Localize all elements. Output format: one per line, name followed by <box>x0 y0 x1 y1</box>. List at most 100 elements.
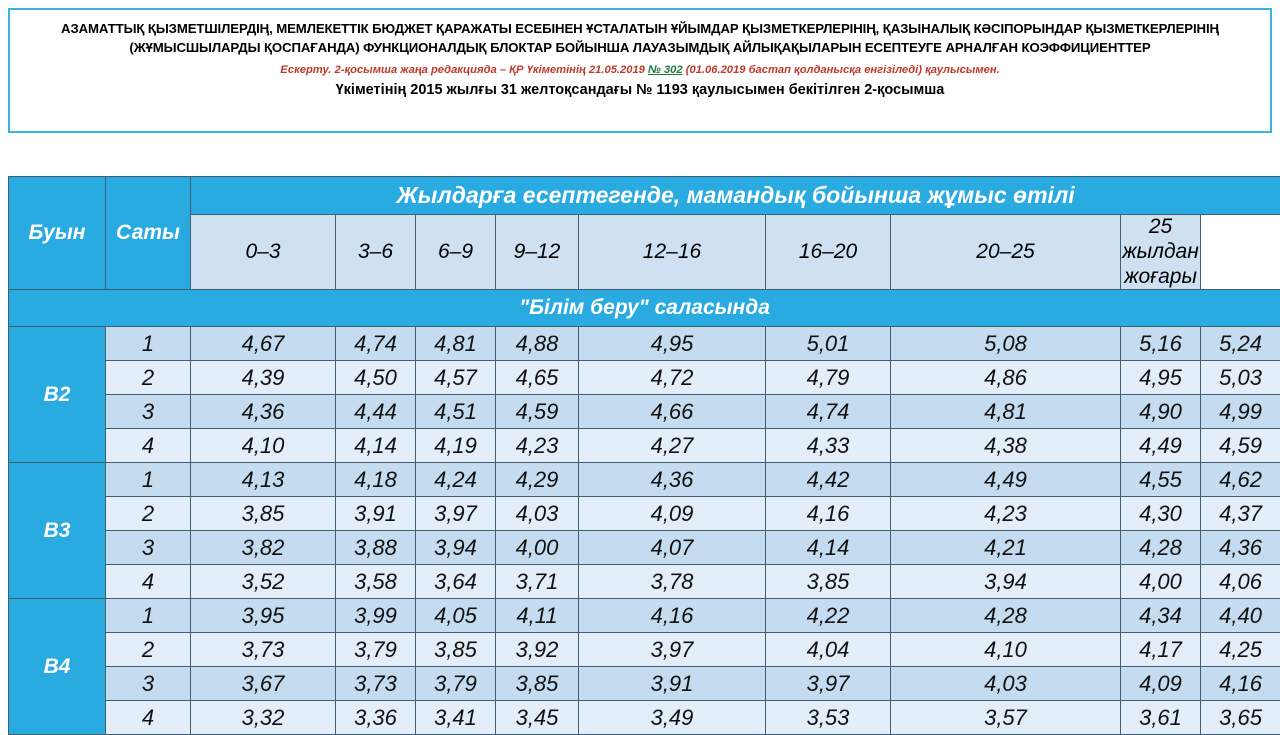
coefficient-cell: 3,64 <box>416 565 496 599</box>
coefficient-cell: 3,41 <box>416 701 496 735</box>
coefficient-cell: 4,27 <box>579 429 766 463</box>
column-header-experience-span: Жылдарға есептегенде, мамандық бойынша ж… <box>191 177 1280 215</box>
coefficient-cell: 3,71 <box>496 565 579 599</box>
table-head: Буын Саты Жылдарға есептегенде, мамандық… <box>9 177 1280 327</box>
coefficient-cell: 4,17 <box>1121 633 1201 667</box>
coefficient-cell: 3,61 <box>1121 701 1201 735</box>
coefficient-cell: 4,10 <box>191 429 336 463</box>
coefficient-cell: 4,79 <box>766 361 891 395</box>
table-row: 44,104,144,194,234,274,334,384,494,594,6… <box>9 429 1280 463</box>
coefficient-cell: 3,97 <box>416 497 496 531</box>
amendment-decree-link[interactable]: № 302 <box>648 64 683 76</box>
coefficient-cell: 3,73 <box>191 633 336 667</box>
coefficient-cell: 3,97 <box>579 633 766 667</box>
coefficient-cell: 5,16 <box>1121 327 1201 361</box>
coefficient-cell: 4,51 <box>416 395 496 429</box>
column-header-range-3: 6–9 <box>416 215 496 290</box>
coefficient-cell: 3,79 <box>416 667 496 701</box>
coefficient-cell: 4,03 <box>496 497 579 531</box>
coefficient-cell: 4,28 <box>891 599 1121 633</box>
coefficient-cell: 3,85 <box>766 565 891 599</box>
coefficient-cell: 4,19 <box>416 429 496 463</box>
coefficient-cell: 4,62 <box>1201 463 1280 497</box>
coefficient-cell: 3,49 <box>579 701 766 735</box>
table-row: 34,364,444,514,594,664,744,814,904,995,0… <box>9 395 1280 429</box>
table-row: 24,394,504,574,654,724,794,864,955,035,1… <box>9 361 1280 395</box>
coefficient-cell: 4,81 <box>891 395 1121 429</box>
step-number: 2 <box>106 497 191 531</box>
table-row: 33,823,883,944,004,074,144,214,284,364,4… <box>9 531 1280 565</box>
coefficient-cell: 4,05 <box>416 599 496 633</box>
coefficient-cell: 5,03 <box>1201 361 1280 395</box>
coefficient-cell: 4,81 <box>416 327 496 361</box>
coefficient-cell: 3,65 <box>1201 701 1280 735</box>
coefficient-cell: 4,40 <box>1201 599 1280 633</box>
coefficient-cell: 3,58 <box>336 565 416 599</box>
step-number: 1 <box>106 599 191 633</box>
coefficient-cell: 4,55 <box>1121 463 1201 497</box>
step-number: 2 <box>106 361 191 395</box>
coefficient-cell: 4,23 <box>496 429 579 463</box>
amendment-note-after: (01.06.2019 бастап қолданысқа енгізіледі… <box>683 64 1000 76</box>
step-number: 4 <box>106 701 191 735</box>
coefficient-cell: 4,49 <box>1121 429 1201 463</box>
coefficient-cell: 3,79 <box>336 633 416 667</box>
step-number: 3 <box>106 667 191 701</box>
coefficient-cell: 4,00 <box>1121 565 1201 599</box>
coefficient-cell: 4,18 <box>336 463 416 497</box>
coefficient-cell: 3,78 <box>579 565 766 599</box>
coefficient-cell: 3,91 <box>579 667 766 701</box>
column-header-range-6: 16–20 <box>766 215 891 290</box>
coefficient-cell: 4,49 <box>891 463 1121 497</box>
coefficient-cell: 5,01 <box>766 327 891 361</box>
amendment-note-before: Ескерту. 2-қосымша жаңа редакцияда – ҚР … <box>280 64 648 76</box>
coefficient-cell: 3,94 <box>891 565 1121 599</box>
coefficient-cell: 4,90 <box>1121 395 1201 429</box>
step-number: 3 <box>106 395 191 429</box>
column-header-range-2: 3–6 <box>336 215 416 290</box>
coefficient-cell: 4,25 <box>1201 633 1280 667</box>
page-title: АЗАМАТТЫҚ ҚЫЗМЕТШІЛЕРДІҢ, МЕМЛЕКЕТТІК БЮ… <box>24 20 1256 57</box>
column-header-step: Саты <box>106 177 191 290</box>
table-row: B413,953,994,054,114,164,224,284,344,404… <box>9 599 1280 633</box>
coefficient-cell: 4,13 <box>191 463 336 497</box>
coefficient-cell: 4,72 <box>579 361 766 395</box>
coefficient-cell: 4,14 <box>336 429 416 463</box>
column-header-range-4: 9–12 <box>496 215 579 290</box>
coefficient-cell: 4,42 <box>766 463 891 497</box>
coefficient-cell: 4,09 <box>1121 667 1201 701</box>
column-header-block: Буын <box>9 177 106 290</box>
coefficient-cell: 4,86 <box>891 361 1121 395</box>
coefficient-cell: 4,22 <box>766 599 891 633</box>
coefficient-cell: 5,08 <box>891 327 1121 361</box>
table-row: 43,523,583,643,713,783,853,944,004,064,1… <box>9 565 1280 599</box>
coefficient-cell: 3,52 <box>191 565 336 599</box>
coefficient-cell: 3,36 <box>336 701 416 735</box>
coefficient-cell: 4,16 <box>1201 667 1280 701</box>
coefficient-cell: 3,73 <box>336 667 416 701</box>
table-row: 23,733,793,853,923,974,044,104,174,254,3… <box>9 633 1280 667</box>
table-body: B214,674,744,814,884,955,015,085,165,245… <box>9 327 1280 735</box>
coefficient-cell: 4,23 <box>891 497 1121 531</box>
section-header-row: "Білім беру" саласында <box>9 290 1280 327</box>
document-subtitle: Үкіметінің 2015 жылғы 31 желтоқсандағы №… <box>24 82 1256 98</box>
coefficient-cell: 3,57 <box>891 701 1121 735</box>
step-number: 2 <box>106 633 191 667</box>
block-label-b4: B4 <box>9 599 106 735</box>
coefficient-cell: 4,28 <box>1121 531 1201 565</box>
coefficient-cell: 4,03 <box>891 667 1121 701</box>
coefficient-cell: 4,99 <box>1201 395 1280 429</box>
coefficient-cell: 3,85 <box>191 497 336 531</box>
coefficient-cell: 3,85 <box>416 633 496 667</box>
coefficient-cell: 4,44 <box>336 395 416 429</box>
coefficient-cell: 4,04 <box>766 633 891 667</box>
amendment-note: Ескерту. 2-қосымша жаңа редакцияда – ҚР … <box>24 63 1256 77</box>
coefficient-cell: 4,33 <box>766 429 891 463</box>
coefficient-cell: 4,65 <box>496 361 579 395</box>
coefficient-cell: 3,95 <box>191 599 336 633</box>
coefficient-cell: 3,94 <box>416 531 496 565</box>
coefficient-cell: 3,85 <box>496 667 579 701</box>
coefficient-cell: 4,06 <box>1201 565 1280 599</box>
coefficient-cell: 4,30 <box>1121 497 1201 531</box>
document-header-box: АЗАМАТТЫҚ ҚЫЗМЕТШІЛЕРДІҢ, МЕМЛЕКЕТТІК БЮ… <box>8 8 1272 133</box>
